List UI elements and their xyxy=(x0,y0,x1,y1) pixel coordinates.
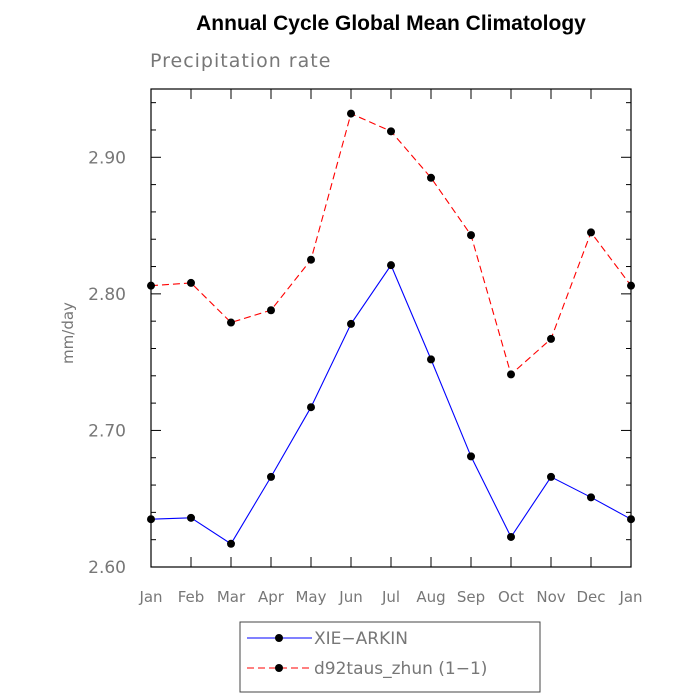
x-tick-label: Oct xyxy=(498,588,524,606)
data-point xyxy=(227,318,235,327)
x-tick-label: Mar xyxy=(217,588,246,606)
data-point xyxy=(187,513,195,522)
data-point xyxy=(347,109,355,118)
y-tick-label: 2.90 xyxy=(88,148,126,168)
x-tick-label: Jun xyxy=(338,588,362,606)
data-point xyxy=(507,370,515,379)
chart-subtitle: Precipitation rate xyxy=(150,50,331,72)
data-point xyxy=(627,281,635,290)
data-point xyxy=(547,334,555,343)
data-point xyxy=(307,255,315,264)
x-tick-label: May xyxy=(295,588,326,606)
data-point xyxy=(147,281,155,290)
chart-title: Annual Cycle Global Mean Climatology xyxy=(196,12,586,35)
data-point xyxy=(227,539,235,548)
data-point xyxy=(427,173,435,182)
x-tick-label: Dec xyxy=(576,588,605,606)
legend-label: XIE−ARKIN xyxy=(314,629,408,649)
series-line-0 xyxy=(150,264,632,545)
data-point xyxy=(187,278,195,287)
legend: XIE−ARKIN d92taus_zhun (1−1) xyxy=(239,621,541,693)
data-point xyxy=(467,231,475,240)
series-line-1 xyxy=(150,112,632,376)
legend-label: d92taus_zhun (1−1) xyxy=(314,659,487,679)
data-point xyxy=(347,319,355,328)
y-axis-label: mm/day xyxy=(59,302,77,364)
data-point xyxy=(307,403,315,412)
x-tick-label: Aug xyxy=(416,588,445,606)
x-tick-label: Nov xyxy=(536,588,565,606)
x-tick-label: Feb xyxy=(178,588,205,606)
data-point xyxy=(387,127,395,136)
data-point xyxy=(427,355,435,364)
data-point xyxy=(587,228,595,237)
data-point xyxy=(267,306,275,315)
data-point xyxy=(547,472,555,481)
x-tick-label: Jul xyxy=(381,588,400,606)
x-tick-label: Jan xyxy=(618,588,642,606)
x-tick-label: Apr xyxy=(258,588,285,606)
data-point xyxy=(387,261,395,270)
legend-marker xyxy=(275,664,283,672)
y-tick-label: 2.70 xyxy=(88,421,126,441)
x-tick-label: Jan xyxy=(138,588,162,606)
data-point xyxy=(627,515,635,524)
data-point xyxy=(267,472,275,481)
tick-group: Jan Feb Mar Apr May Jun Jul Aug Sep Oct Nov Dec Jan 2… xyxy=(88,89,643,606)
data-point xyxy=(587,493,595,502)
legend-box xyxy=(239,621,541,693)
series-layer xyxy=(147,109,635,548)
plot-area xyxy=(150,88,632,568)
data-point xyxy=(507,532,515,541)
legend-marker xyxy=(275,634,283,642)
data-point xyxy=(467,452,475,461)
y-tick-label: 2.60 xyxy=(88,558,126,578)
data-point xyxy=(147,515,155,524)
x-tick-label: Sep xyxy=(457,588,485,606)
y-tick-label: 2.80 xyxy=(88,285,126,305)
